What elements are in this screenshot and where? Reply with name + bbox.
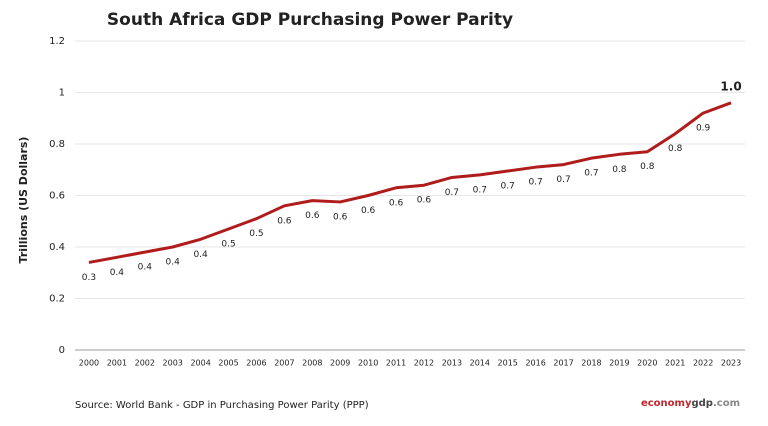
source-note: Source: World Bank - GDP in Purchasing P… bbox=[75, 400, 369, 411]
data-label: 0.4 bbox=[193, 250, 208, 260]
y-tick-label: 0.8 bbox=[49, 139, 65, 150]
x-tick-label: 2014 bbox=[470, 359, 490, 368]
x-tick-label: 2015 bbox=[498, 359, 518, 368]
data-label: 0.8 bbox=[612, 165, 627, 175]
y-tick-label: 0.4 bbox=[49, 242, 65, 253]
data-label: 0.6 bbox=[277, 216, 292, 226]
data-label: 0.7 bbox=[473, 185, 487, 195]
data-label: 0.7 bbox=[528, 178, 542, 188]
data-label: 0.7 bbox=[501, 182, 515, 192]
x-tick-label: 2017 bbox=[553, 359, 573, 368]
data-label: 0.6 bbox=[389, 198, 404, 208]
data-line bbox=[88, 101, 732, 264]
x-tick-label: 2012 bbox=[414, 359, 434, 368]
data-label: 0.3 bbox=[82, 273, 96, 283]
data-label: 0.8 bbox=[668, 144, 683, 154]
x-tick-label: 2000 bbox=[79, 359, 99, 368]
x-tick-label: 2001 bbox=[107, 359, 127, 368]
x-tick-label: 2019 bbox=[609, 359, 629, 368]
y-tick-label: 0 bbox=[59, 345, 65, 356]
x-tick-label: 2016 bbox=[525, 359, 545, 368]
data-label: 0.9 bbox=[696, 124, 711, 134]
x-tick-label: 2006 bbox=[246, 359, 266, 368]
x-tick-label: 2009 bbox=[330, 359, 350, 368]
data-label: 0.5 bbox=[249, 229, 263, 239]
x-tick-label: 2007 bbox=[274, 359, 294, 368]
data-label: 0.6 bbox=[305, 211, 320, 221]
y-tick-label: 0.6 bbox=[49, 191, 65, 202]
data-label: 0.4 bbox=[110, 268, 125, 278]
x-tick-label: 2003 bbox=[163, 359, 183, 368]
y-tick-label: 0.2 bbox=[49, 294, 65, 305]
y-tick-label: 1 bbox=[59, 88, 65, 99]
x-tick-label: 2023 bbox=[721, 359, 741, 368]
data-label: 0.5 bbox=[221, 239, 235, 249]
x-tick-label: 2022 bbox=[693, 359, 713, 368]
credit-part: .com bbox=[713, 398, 740, 409]
x-tick-label: 2013 bbox=[442, 359, 462, 368]
data-label: 0.7 bbox=[445, 188, 459, 198]
data-label: 0.4 bbox=[166, 258, 181, 268]
x-tick-label: 2008 bbox=[302, 359, 322, 368]
credit-part: economy bbox=[641, 398, 692, 409]
chart-title: South Africa GDP Purchasing Power Parity bbox=[107, 10, 513, 30]
x-tick-label: 2010 bbox=[358, 359, 378, 368]
x-tick-label: 2011 bbox=[386, 359, 406, 368]
data-label: 0.7 bbox=[584, 169, 598, 179]
x-tick-label: 2004 bbox=[190, 359, 210, 368]
data-label: 0.8 bbox=[640, 162, 655, 172]
credit: economygdp.com bbox=[641, 398, 740, 409]
x-tick-label: 2018 bbox=[581, 359, 601, 368]
data-label: 0.4 bbox=[138, 263, 153, 273]
x-tick-label: 2021 bbox=[665, 359, 685, 368]
data-label: 0.6 bbox=[333, 212, 348, 222]
x-tick-label: 2005 bbox=[218, 359, 238, 368]
x-tick-label: 2020 bbox=[637, 359, 657, 368]
data-label: 0.7 bbox=[556, 175, 570, 185]
y-tick-label: 1.2 bbox=[49, 36, 65, 47]
y-axis-label: Trillions (US Dollars) bbox=[17, 137, 30, 264]
x-tick-label: 2002 bbox=[135, 359, 155, 368]
data-label: 0.6 bbox=[417, 196, 432, 206]
credit-part: gdp bbox=[691, 398, 712, 409]
data-label: 0.6 bbox=[361, 206, 376, 216]
data-label: 1.0 bbox=[720, 79, 741, 93]
